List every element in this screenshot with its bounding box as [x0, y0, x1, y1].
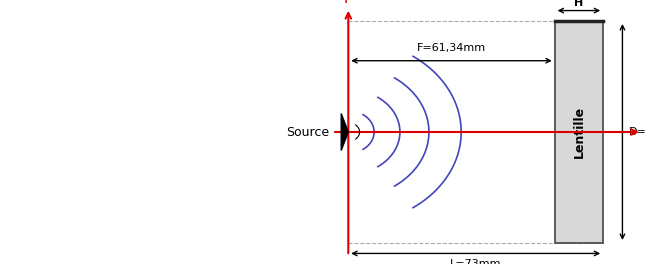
Text: Source: Source: [286, 125, 329, 139]
Text: F=61,34mm: F=61,34mm: [417, 43, 486, 53]
Text: Lentille: Lentille: [572, 106, 586, 158]
Text: L=73mm: L=73mm: [450, 259, 501, 264]
Text: H: H: [574, 0, 584, 8]
Bar: [555, 21, 603, 243]
Text: D=150mm: D=150mm: [629, 127, 645, 137]
Text: ρ: ρ: [343, 0, 353, 3]
Polygon shape: [341, 114, 348, 150]
